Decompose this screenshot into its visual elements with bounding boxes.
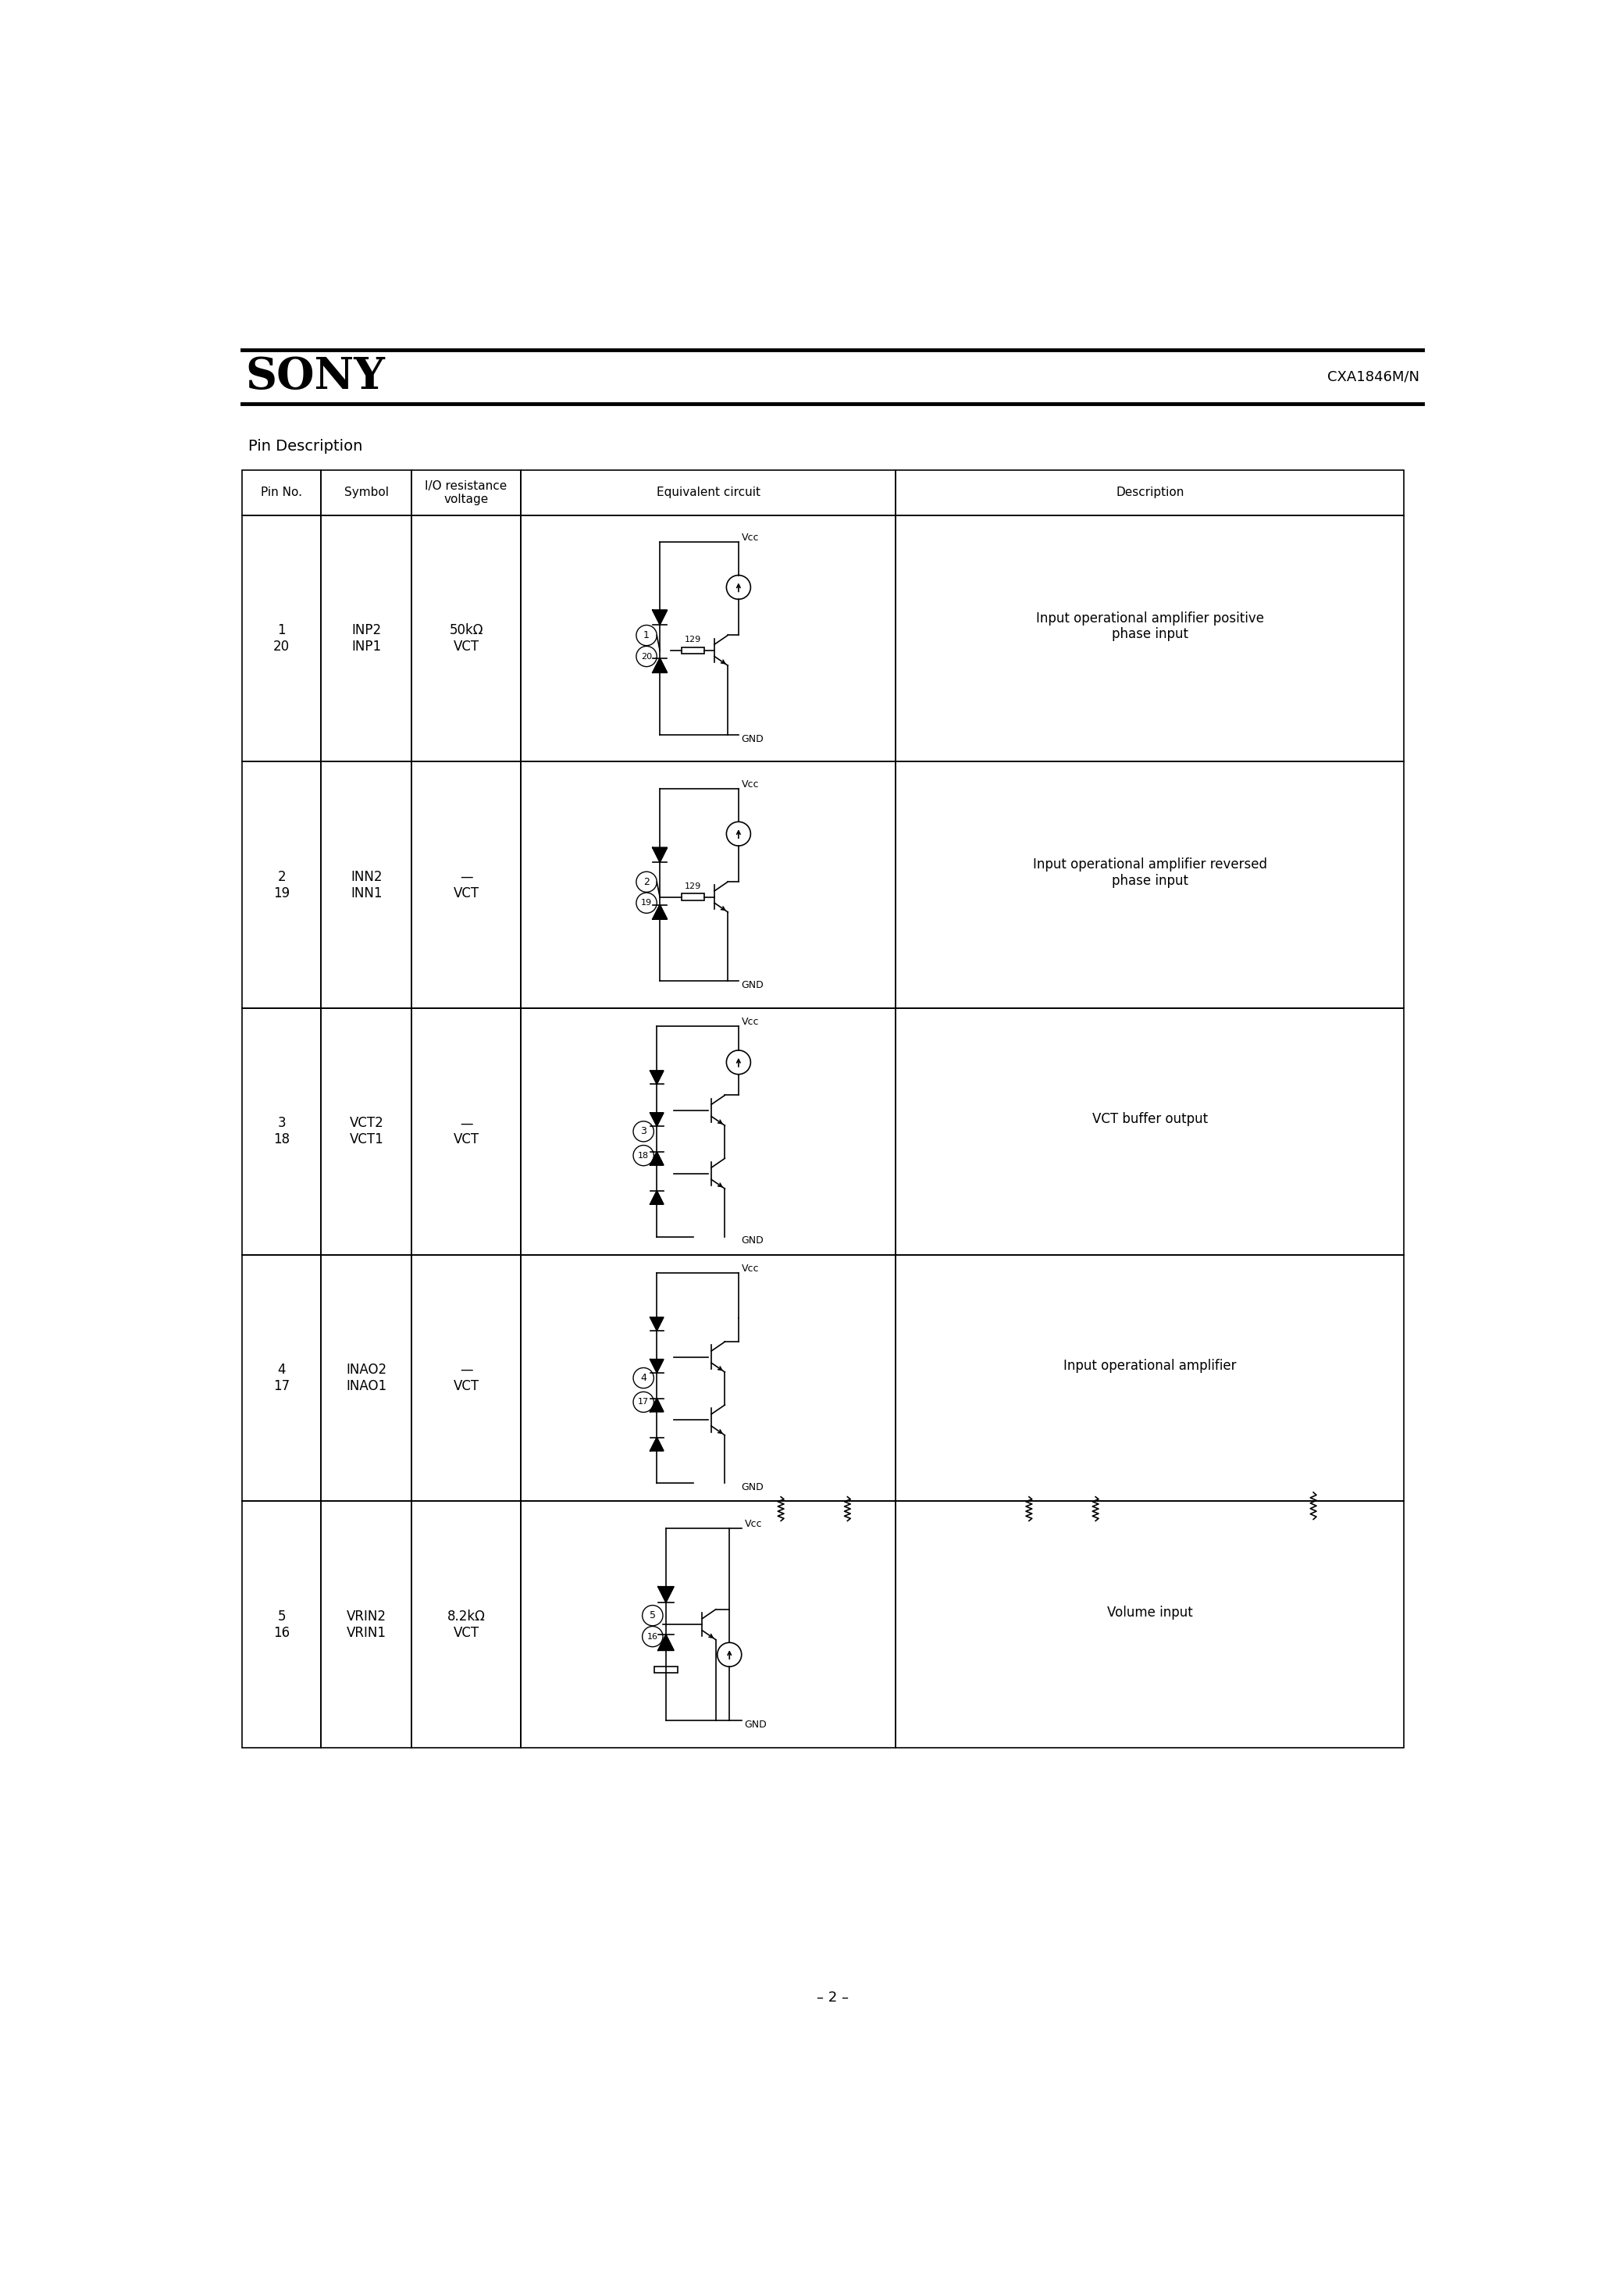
Bar	[896, 1501, 1405, 1747]
Polygon shape	[650, 1191, 664, 1205]
Bar	[242, 761, 322, 1009]
Text: Symbol: Symbol	[344, 487, 388, 499]
Bar	[322, 515, 412, 761]
Bar	[322, 761, 412, 1009]
Polygon shape	[650, 1071, 664, 1084]
Text: —
VCT: — VCT	[453, 870, 479, 900]
Bar	[412, 761, 521, 1009]
Text: GND: GND	[742, 980, 763, 991]
Text: INN2
INN1: INN2 INN1	[351, 870, 382, 900]
Text: Input operational amplifier: Input operational amplifier	[1064, 1360, 1236, 1374]
Text: 50kΩ
VCT: 50kΩ VCT	[450, 624, 484, 654]
Text: 3
18: 3 18	[273, 1116, 291, 1146]
Text: 5: 5	[650, 1611, 656, 1620]
Bar	[412, 1255, 521, 1501]
Bar	[242, 1501, 322, 1747]
Polygon shape	[653, 904, 667, 920]
Text: SONY: SONY	[245, 355, 385, 399]
Bar	[322, 1255, 412, 1501]
Text: 17: 17	[638, 1399, 650, 1406]
Bar	[896, 761, 1405, 1009]
Text: 1: 1	[643, 631, 650, 640]
Text: VRIN2
VRIN1: VRIN2 VRIN1	[346, 1608, 387, 1640]
Bar	[654, 1665, 677, 1672]
Text: Description: Description	[1116, 487, 1184, 499]
Text: 2: 2	[643, 877, 650, 886]
Text: 2
19: 2 19	[273, 870, 291, 900]
Bar	[896, 1255, 1405, 1501]
Polygon shape	[650, 1360, 664, 1374]
Text: GND: GND	[744, 1720, 767, 1729]
Text: 3: 3	[640, 1125, 646, 1137]
Text: CXA1846M/N: CXA1846M/N	[1327, 369, 1419, 383]
Text: 5
16: 5 16	[273, 1608, 291, 1640]
Bar	[242, 515, 322, 761]
Polygon shape	[650, 1317, 664, 1330]
Text: 19: 19	[641, 900, 653, 907]
Text: GND: GND	[742, 1483, 763, 1492]
Bar	[896, 469, 1405, 515]
Text: Input operational amplifier positive
phase input: Input operational amplifier positive pha…	[1036, 611, 1263, 642]
Text: GND: GND	[742, 1235, 763, 1246]
Text: 129: 129	[685, 636, 702, 642]
Text: 8.2kΩ
VCT: 8.2kΩ VCT	[447, 1608, 486, 1640]
Bar	[682, 893, 705, 900]
Text: Vcc: Vcc	[742, 533, 758, 542]
Bar	[896, 1009, 1405, 1255]
Bar	[242, 469, 322, 515]
Bar	[412, 1501, 521, 1747]
Text: Volume input: Volume input	[1108, 1606, 1192, 1620]
Text: Equivalent circuit: Equivalent circuit	[656, 487, 760, 499]
Bar	[682, 647, 705, 654]
Text: 16: 16	[646, 1633, 658, 1640]
Text: Pin No.: Pin No.	[261, 487, 302, 499]
Bar	[521, 1501, 896, 1747]
Polygon shape	[650, 1437, 664, 1451]
Bar	[242, 1255, 322, 1501]
Text: 4
17: 4 17	[273, 1362, 291, 1394]
Bar	[242, 1009, 322, 1255]
Bar	[412, 469, 521, 515]
Text: —
VCT: — VCT	[453, 1116, 479, 1146]
Text: 129: 129	[685, 882, 702, 891]
Bar	[322, 469, 412, 515]
Polygon shape	[658, 1588, 674, 1601]
Polygon shape	[653, 658, 667, 672]
Text: 20: 20	[641, 652, 653, 661]
Bar	[896, 515, 1405, 761]
Bar	[521, 761, 896, 1009]
Text: Pin Description: Pin Description	[248, 440, 362, 453]
Bar	[412, 1009, 521, 1255]
Text: Input operational amplifier reversed
phase input: Input operational amplifier reversed pha…	[1033, 859, 1267, 888]
Text: VCT2
VCT1: VCT2 VCT1	[349, 1116, 383, 1146]
Text: —
VCT: — VCT	[453, 1362, 479, 1394]
Polygon shape	[658, 1636, 674, 1649]
Text: INAO2
INAO1: INAO2 INAO1	[346, 1362, 387, 1394]
Bar	[412, 515, 521, 761]
Text: I/O resistance
voltage: I/O resistance voltage	[425, 481, 507, 506]
Text: VCT buffer output: VCT buffer output	[1093, 1112, 1208, 1125]
Bar	[521, 1255, 896, 1501]
Text: 4: 4	[640, 1374, 646, 1383]
Polygon shape	[653, 847, 667, 861]
Text: 1
20: 1 20	[273, 624, 291, 654]
Bar	[521, 1009, 896, 1255]
Text: 18: 18	[638, 1153, 650, 1160]
Bar	[322, 1501, 412, 1747]
Text: Vcc: Vcc	[744, 1519, 762, 1529]
Text: – 2 –: – 2 –	[817, 1991, 848, 2005]
Bar	[521, 469, 896, 515]
Bar	[322, 1009, 412, 1255]
Polygon shape	[650, 1153, 664, 1164]
Text: Vcc: Vcc	[742, 1016, 758, 1027]
Text: Vcc: Vcc	[742, 1264, 758, 1273]
Text: Vcc: Vcc	[742, 779, 758, 790]
Polygon shape	[650, 1399, 664, 1412]
Bar	[521, 515, 896, 761]
Text: INP2
INP1: INP2 INP1	[351, 624, 382, 654]
Text: GND: GND	[742, 734, 763, 745]
Polygon shape	[653, 611, 667, 624]
Polygon shape	[650, 1114, 664, 1125]
